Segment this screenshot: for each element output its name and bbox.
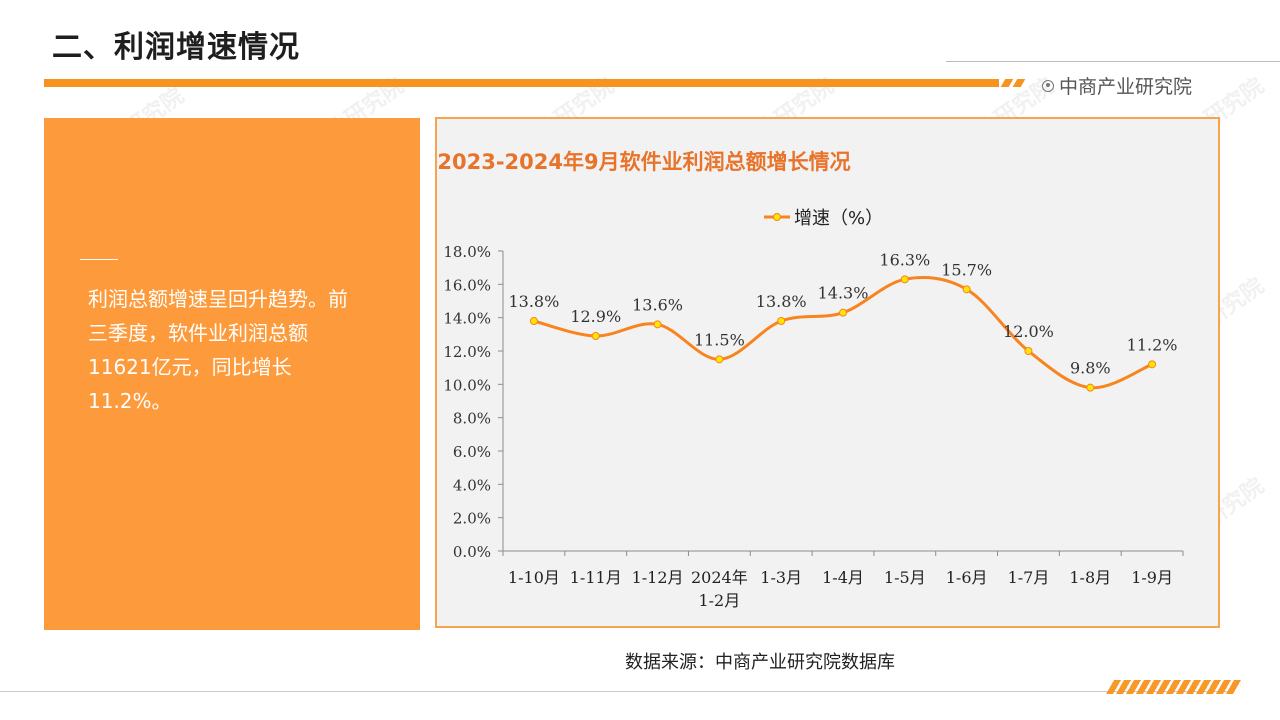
summary-panel: 利润总额增速呈回升趋势。前三季度，软件业利润总额11621亿元，同比增长11.2…	[44, 118, 420, 630]
data-source: 数据来源：中商产业研究院数据库	[625, 652, 895, 673]
y-tick-label: 8.0%	[453, 410, 491, 428]
data-point	[1148, 360, 1157, 369]
legend-label: 增速（%）	[794, 208, 883, 229]
footer-stripes	[1105, 680, 1245, 694]
x-tick-label: 1-6月	[946, 568, 988, 587]
data-point	[529, 317, 538, 325]
title-underline-bar	[44, 79, 999, 87]
y-tick-label: 0.0%	[453, 543, 491, 561]
y-tick-label: 14.0%	[443, 310, 491, 328]
y-tick-label: 10.0%	[443, 376, 491, 394]
x-tick-label: 1-9月	[1131, 568, 1173, 587]
x-tick-label: 1-10月	[508, 568, 560, 587]
x-tick-label: 1-11月	[570, 568, 622, 587]
y-tick-label: 18.0%	[443, 243, 491, 261]
header-divider	[946, 61, 1280, 62]
data-label: 11.5%	[694, 330, 745, 349]
data-label: 12.9%	[570, 307, 621, 326]
x-tick-label: 1-12月	[632, 568, 684, 587]
chart-title: 2023-2024年9月软件业利润总额增长情况	[437, 150, 851, 174]
data-label: 13.6%	[632, 295, 683, 314]
data-point	[962, 285, 971, 294]
panel-divider	[80, 259, 118, 260]
x-tick-label: 1-4月	[822, 568, 864, 587]
data-label: 14.3%	[818, 284, 869, 303]
y-tick-label: 16.0%	[443, 276, 491, 294]
y-tick-label: 4.0%	[453, 476, 491, 494]
y-tick-label: 2.0%	[453, 510, 491, 528]
chart-frame	[435, 117, 1220, 628]
x-tick-label: 2024年	[691, 568, 748, 587]
data-point	[839, 308, 847, 317]
data-point	[1024, 347, 1033, 355]
footer-divider	[0, 691, 1230, 692]
summary-text: 利润总额增速呈回升趋势。前三季度，软件业利润总额11621亿元，同比增长11.2…	[88, 287, 348, 413]
data-label: 15.7%	[941, 260, 992, 279]
data-label: 12.0%	[1003, 322, 1054, 341]
data-point	[900, 275, 909, 284]
x-tick-label: 1-7月	[1008, 568, 1050, 587]
page-title: 二、利润增速情况	[52, 30, 300, 65]
x-tick-label: 1-5月	[884, 568, 926, 587]
data-point	[653, 320, 662, 329]
brand: 中商产业研究院	[1042, 72, 1192, 99]
data-point	[1086, 383, 1095, 392]
data-label: 13.8%	[508, 292, 559, 311]
brand-name: 中商产业研究院	[1059, 76, 1193, 98]
y-tick-label: 12.0%	[443, 343, 491, 361]
data-label: 16.3%	[879, 250, 930, 269]
y-tick-label: 6.0%	[453, 443, 491, 461]
data-label: 9.8%	[1070, 359, 1111, 378]
legend-marker	[773, 213, 781, 221]
data-label: 11.2%	[1127, 335, 1178, 354]
data-point	[591, 332, 600, 340]
x-tick-label: 1-2月	[698, 591, 740, 610]
data-point	[777, 317, 786, 325]
x-tick-label: 1-8月	[1069, 568, 1111, 587]
x-tick-label: 1-3月	[760, 568, 802, 587]
data-label: 13.8%	[756, 292, 807, 311]
data-point	[715, 355, 724, 364]
target-icon	[1042, 79, 1054, 92]
